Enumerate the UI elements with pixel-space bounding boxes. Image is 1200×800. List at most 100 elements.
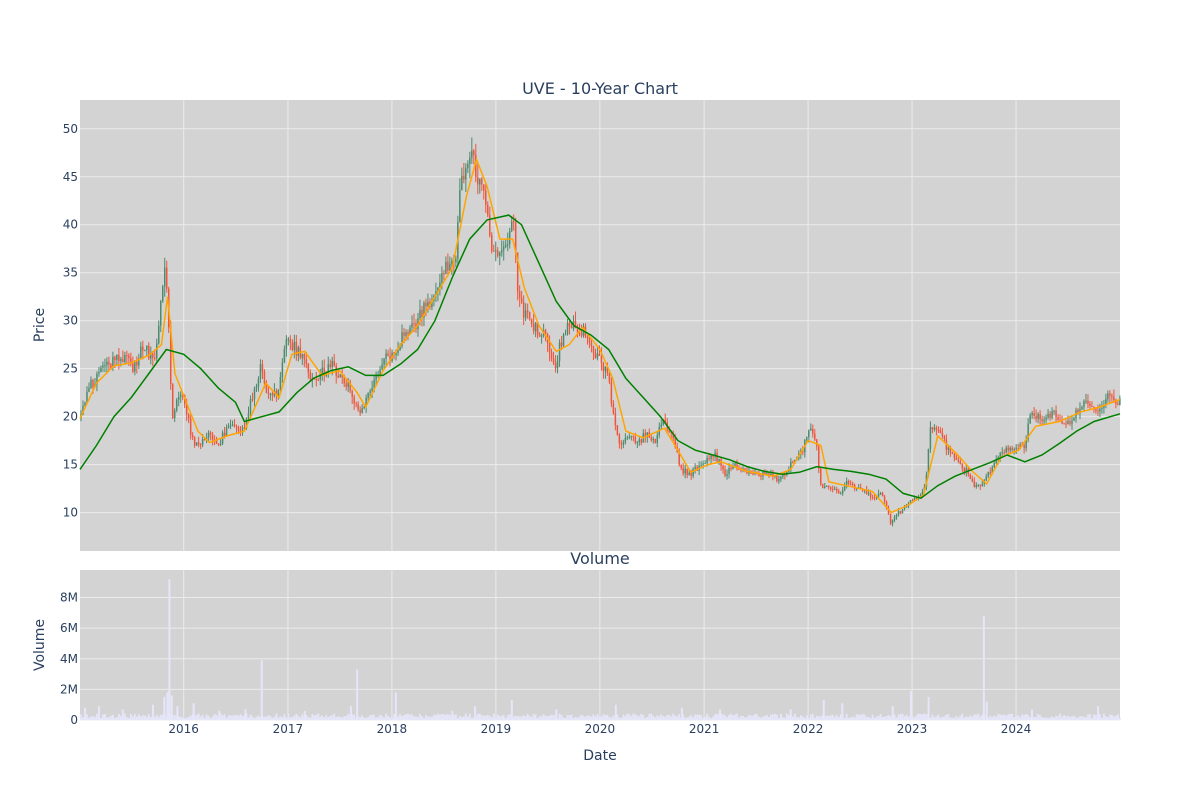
volume-bar [117, 714, 120, 720]
volume-bar [644, 717, 647, 720]
volume-bar [1083, 716, 1085, 720]
candle-body [520, 298, 523, 303]
candle-body [973, 481, 976, 487]
volume-bar [919, 714, 922, 720]
candle-body [837, 490, 840, 494]
volume-bar [758, 716, 760, 720]
candle-body [818, 446, 820, 469]
candle-body [578, 332, 581, 334]
volume-bar [907, 716, 910, 720]
candle-body [788, 470, 790, 473]
candle-body [652, 439, 655, 441]
candle-body [201, 439, 204, 445]
candle-body [411, 323, 413, 328]
volume-bar [807, 717, 810, 720]
candle-body [536, 322, 539, 335]
candle-body [1013, 449, 1015, 451]
volume-bar [706, 713, 709, 720]
volume-bar [544, 715, 547, 720]
price-y-tick-label: 15 [63, 458, 78, 472]
volume-spike-bar [121, 709, 124, 720]
candle-body [991, 467, 993, 474]
candle-body [1089, 404, 1091, 407]
candle-body [1077, 409, 1079, 414]
candle-body [580, 333, 583, 336]
candle-body [1093, 406, 1095, 409]
volume-bar [512, 716, 515, 720]
volume-bar [108, 717, 110, 720]
volume-bar [742, 715, 744, 720]
volume-bar [594, 716, 597, 720]
volume-bar [1037, 713, 1040, 720]
volume-bar [672, 713, 675, 720]
candle-body [680, 464, 682, 468]
volume-bar [458, 715, 461, 720]
candle-body [714, 452, 716, 456]
volume-bar [608, 716, 611, 720]
candle-body [921, 492, 924, 496]
volume-bar [183, 718, 186, 720]
candle-body [949, 447, 952, 454]
volume-bar [522, 715, 525, 720]
volume-bar [231, 715, 234, 720]
volume-bar [658, 716, 661, 720]
candle-body [215, 440, 218, 444]
volume-bar [674, 715, 677, 720]
candle-body [387, 353, 389, 356]
candle-body [110, 364, 112, 368]
volume-bar [730, 713, 732, 720]
volume-bar [508, 714, 511, 720]
candle-body [710, 455, 712, 459]
volume-bar [710, 717, 712, 720]
volume-bar [443, 714, 445, 720]
candle-body [833, 488, 836, 490]
volume-bar [604, 715, 607, 720]
volume-bar [977, 713, 980, 720]
volume-bar [429, 716, 431, 720]
candle-body [628, 437, 631, 439]
volume-spike-bar [356, 669, 359, 720]
volume-bar [692, 717, 695, 720]
volume-bar [738, 717, 740, 720]
volume-bar [791, 716, 794, 720]
volume-bar [785, 713, 788, 720]
candle-body [1101, 407, 1103, 409]
volume-bar [464, 713, 467, 720]
candle-body [630, 435, 633, 438]
volume-bar [403, 715, 405, 720]
volume-bar [881, 716, 884, 720]
volume-bar [997, 714, 1000, 720]
volume-bar [652, 715, 655, 720]
candle-body [871, 496, 874, 498]
candle-body [185, 403, 188, 415]
candle-body [86, 391, 88, 403]
volume-bar [269, 716, 272, 720]
volume-bar [478, 713, 481, 720]
volume-bar [700, 715, 703, 720]
candle-body [1105, 398, 1107, 405]
volume-bar [460, 717, 463, 720]
volume-bar [762, 716, 764, 720]
volume-bar [405, 714, 407, 720]
volume-bar [809, 714, 812, 720]
volume-bar [867, 716, 870, 720]
price-y-tick-label: 50 [63, 122, 78, 136]
candle-body [516, 252, 519, 292]
candle-body [606, 367, 609, 373]
volume-bar [584, 716, 587, 720]
candle-body [112, 356, 114, 368]
candle-body [979, 484, 982, 486]
candle-body [479, 178, 481, 185]
volume-bar [949, 717, 952, 720]
volume-bar [935, 716, 938, 720]
volume-spike-bar [555, 709, 558, 720]
volume-bar [413, 716, 415, 720]
volume-bar [315, 714, 318, 720]
candle-body [1053, 410, 1055, 412]
candle-body [995, 459, 997, 464]
volume-bar [576, 717, 579, 720]
volume-bar [223, 714, 226, 720]
volume-bar [1043, 717, 1045, 720]
candle-body [1087, 400, 1089, 405]
volume-bar [319, 716, 322, 720]
